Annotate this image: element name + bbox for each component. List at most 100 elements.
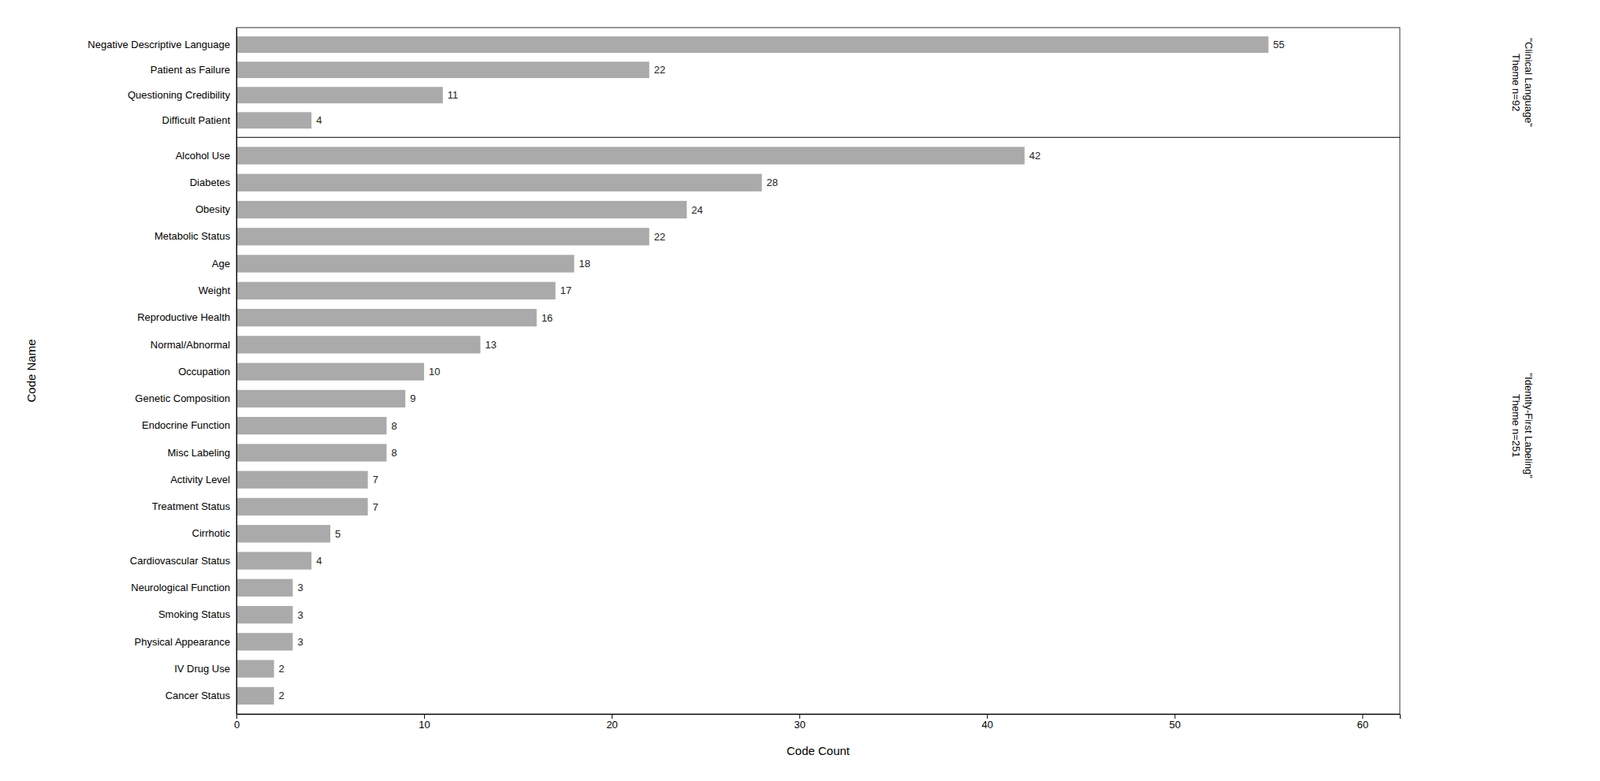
- bar: [236, 227, 650, 246]
- x-tick: 30: [793, 714, 805, 731]
- bar: [236, 524, 331, 543]
- data-label: 4: [316, 114, 322, 127]
- data-labels: 223334577889101316171822242842: [279, 149, 1042, 702]
- x-tick: 20: [606, 714, 618, 731]
- bar: [236, 606, 293, 624]
- x-tick-mark: [1174, 714, 1176, 719]
- bar: [236, 111, 312, 129]
- bar: [236, 579, 293, 597]
- y-tick: Reproductive Health: [137, 311, 231, 324]
- data-labels: 4112255: [316, 38, 1285, 127]
- y-tick: Diabetes: [189, 176, 231, 189]
- panel-title-line: "Clinical Language": [1522, 37, 1535, 127]
- y-tick: Endocrine Function: [141, 419, 231, 432]
- bar: [236, 471, 369, 489]
- y-tick-label: Age: [212, 257, 231, 270]
- x-tick-label: 50: [1169, 718, 1181, 731]
- x-tick: 10: [418, 714, 430, 731]
- data-label: 10: [428, 365, 440, 378]
- bar: [236, 61, 650, 79]
- y-tick-label: Neurological Function: [130, 581, 231, 594]
- data-label: 42: [1029, 149, 1041, 162]
- y-tick-label: Diabetes: [189, 176, 231, 189]
- y-axis: Cancer Status IV Drug Use Physical Appeara…: [130, 137, 238, 715]
- y-tick-label: Smoking Status: [158, 608, 231, 621]
- y-tick-label: Difficult Patient: [162, 114, 231, 127]
- bar: [236, 416, 387, 435]
- x-tick-label: 40: [982, 718, 994, 731]
- x-axis-line: [237, 714, 1401, 720]
- y-tick-label: Endocrine Function: [141, 419, 231, 432]
- y-tick: Smoking Status: [158, 608, 231, 621]
- y-tick: Activity Level: [170, 473, 231, 486]
- panel-title-line: Theme n=251: [1510, 394, 1522, 458]
- data-label: 8: [390, 446, 397, 459]
- plot-frame: [236, 137, 1400, 715]
- data-label: 24: [691, 204, 703, 216]
- y-tick-label: Negative Descriptive Language: [87, 38, 231, 51]
- y-tick-label: Normal/Abnormal: [150, 338, 231, 351]
- data-label: 5: [334, 528, 341, 540]
- y-tick: Patient as Failure: [150, 63, 231, 76]
- y-tick-label: Patient as Failure: [150, 63, 231, 76]
- y-tick: Cardiovascular Status: [130, 554, 231, 567]
- data-label: 22: [654, 63, 666, 76]
- data-label: 13: [484, 338, 496, 351]
- x-tick-label: 0: [234, 718, 240, 731]
- y-tick: IV Drug Use: [174, 662, 231, 675]
- y-tick-label: Physical Appearance: [134, 635, 231, 648]
- y-tick-label: Cancer Status: [165, 689, 231, 702]
- bar: [236, 551, 312, 570]
- bar: [236, 443, 387, 462]
- bar: [236, 687, 275, 705]
- bar: [236, 363, 425, 381]
- bars: [236, 146, 1025, 705]
- y-tick-label: Treatment Status: [152, 500, 231, 513]
- panel-title-line: Theme n=92: [1510, 53, 1522, 112]
- bar: [236, 254, 575, 272]
- y-tick: Metabolic Status: [154, 230, 231, 242]
- bars: [236, 36, 1269, 129]
- data-label: 8: [390, 420, 397, 432]
- data-label: 28: [766, 176, 778, 189]
- data-label: 2: [279, 689, 285, 702]
- y-tick: Misc Labeling: [167, 446, 231, 459]
- y-tick-label: Questioning Credibility: [127, 89, 231, 101]
- y-tick-label: Cirrhotic: [192, 527, 231, 540]
- y-tick: Physical Appearance: [134, 635, 231, 648]
- y-tick: Age: [212, 257, 231, 270]
- y-axis-line: [236, 28, 238, 138]
- x-tick-mark: [1361, 714, 1363, 719]
- x-tick-label: 20: [606, 718, 618, 731]
- chart-svg: 4112255 Difficult Patient Questioning Cred…: [0, 0, 1600, 781]
- bar: [236, 174, 763, 192]
- x-tick: 60: [1357, 714, 1369, 731]
- data-label: 18: [579, 257, 591, 270]
- y-tick: Cirrhotic: [192, 527, 231, 540]
- y-tick: Treatment Status: [152, 500, 231, 513]
- data-label: 7: [372, 473, 379, 486]
- y-tick-label: Cardiovascular Status: [130, 554, 231, 567]
- y-tick-label: Metabolic Status: [154, 230, 231, 242]
- x-tick-mark: [986, 714, 988, 719]
- y-tick-label: Occupation: [178, 365, 231, 378]
- y-axis-line: [236, 137, 238, 715]
- y-axis-title: Code Name: [24, 338, 38, 402]
- y-tick: Occupation: [178, 365, 231, 378]
- bar: [236, 335, 480, 354]
- x-tick-mark: [611, 714, 613, 719]
- panel: 223334577889101316171822242842Cancer Sta…: [130, 137, 1536, 758]
- plot-frame: [236, 27, 1400, 138]
- data-label: 3: [297, 609, 303, 622]
- y-tick-label: Obesity: [195, 203, 231, 216]
- y-tick: Alcohol Use: [175, 149, 231, 162]
- x-tick-mark: [799, 714, 800, 719]
- data-label: 22: [654, 230, 666, 243]
- panel-title: "Clinical Language"Theme n=92: [1510, 37, 1535, 127]
- x-tick-label: 30: [793, 718, 805, 731]
- x-tick: 40: [982, 714, 994, 731]
- bar: [236, 308, 537, 327]
- y-tick: Difficult Patient: [162, 114, 231, 127]
- data-label: 3: [297, 636, 303, 648]
- x-axis: 0 10 20 30 40 50 60: [234, 714, 1401, 731]
